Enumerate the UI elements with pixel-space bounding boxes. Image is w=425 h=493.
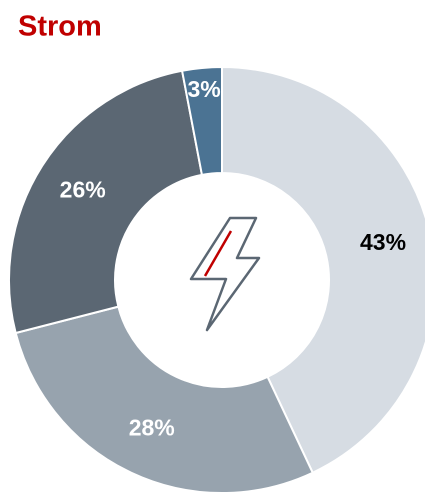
data-label: 43% [360, 229, 406, 255]
donut-slice [221, 65, 425, 475]
lightning-icon [189, 216, 261, 332]
donut-slice [180, 65, 223, 177]
donut-slice [8, 69, 204, 335]
slices [8, 65, 425, 493]
data-label: 26% [60, 177, 106, 203]
data-label: 28% [129, 414, 175, 440]
donut-slice [14, 305, 315, 493]
chart-title: Strom [18, 11, 102, 43]
lightning-accent [203, 230, 233, 277]
data-label: 3% [187, 76, 220, 102]
center-icon [189, 216, 261, 332]
